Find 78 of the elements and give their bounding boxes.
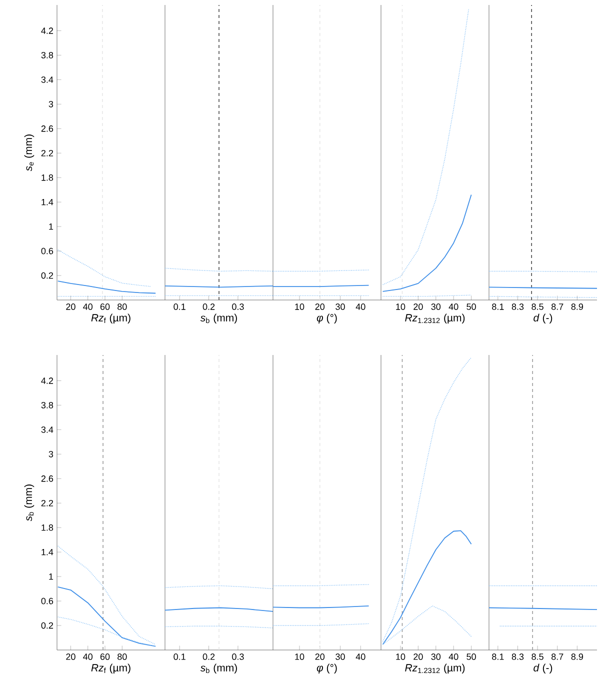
x-tick-label: 20: [66, 654, 76, 660]
y-tick-label: 1: [49, 223, 54, 230]
y-tick-label: 3.8: [41, 402, 54, 408]
x-tick-label: 40: [448, 304, 458, 310]
x-tick-label: 30: [431, 304, 441, 310]
y-tick-label: 0.6: [41, 248, 54, 254]
x-tick-label: 60: [100, 654, 110, 660]
x-axis-title: Rz$_{1.2312}$ (µm): [405, 314, 465, 324]
x-tick-label: 0.1: [174, 304, 186, 310]
x-tick-label: 10: [295, 304, 304, 310]
x-axis-title: s$_{b}$ (mm): [200, 314, 237, 324]
y-axis-title: s$_{b}$ (mm): [24, 484, 34, 522]
x-tick-label: 8.7: [552, 304, 564, 310]
x-tick-label: 30: [336, 654, 345, 660]
x-tick-label: 50: [466, 304, 476, 310]
x-tick-label: 40: [448, 654, 458, 660]
x-tick-label: 10: [295, 654, 304, 660]
y-tick-label: 2.6: [41, 125, 54, 132]
x-axis-title: Rz$_{1.2312}$ (µm): [405, 664, 465, 674]
x-tick-label: 20: [66, 304, 76, 310]
y-tick-label: 0.2: [41, 272, 54, 279]
x-axis-title: d (-): [534, 664, 552, 674]
x-tick-label: 20: [315, 654, 325, 660]
y-tick-label: 1.8: [42, 524, 54, 531]
y-tick-label: 3: [48, 100, 54, 108]
x-tick-label: 60: [100, 304, 110, 310]
x-tick-label: 40: [83, 304, 93, 310]
x-axis-title: Rz$_{f}$ (µm): [91, 314, 130, 324]
x-tick-label: 20: [315, 304, 325, 310]
x-tick-label: 30: [431, 654, 441, 660]
x-tick-label: 0.2: [202, 654, 215, 660]
x-tick-label: 0.2: [202, 304, 215, 310]
x-tick-label: 50: [466, 654, 476, 660]
y-tick-label: 1.8: [42, 174, 54, 181]
y-tick-label: 4.2: [41, 378, 54, 384]
x-tick-label: 80: [118, 304, 127, 310]
x-tick-label: 0.1: [174, 654, 186, 660]
y-tick-label: 1.4: [42, 198, 54, 206]
y-axis-title: s$_{e}$ (mm): [24, 134, 34, 172]
y-tick-label: 0.6: [41, 598, 54, 604]
y-tick-label: 1.4: [42, 548, 54, 556]
x-tick-label: 8.3: [512, 304, 524, 310]
x-tick-label: 30: [336, 304, 345, 310]
x-axis-title: Rz$_{f}$ (µm): [91, 664, 130, 674]
y-tick-label: 1: [49, 573, 54, 580]
x-tick-label: 8.5: [532, 304, 544, 310]
y-tick-label: 3.4: [41, 426, 54, 433]
x-axis-title: d (-): [534, 314, 552, 324]
x-tick-label: 40: [356, 304, 366, 310]
x-tick-label: 10: [396, 304, 406, 310]
x-tick-label: 10: [396, 654, 406, 660]
line-series: [57, 280, 156, 294]
x-tick-label: 20: [414, 304, 423, 310]
y-tick-label: 2.2: [41, 500, 54, 506]
x-axis-title: s$_{b}$ (mm): [200, 664, 237, 674]
x-axis-title: φ (°): [316, 664, 337, 674]
x-tick-label: 40: [356, 654, 366, 660]
x-tick-label: 0.3: [232, 304, 244, 310]
y-tick-label: 4.2: [41, 28, 54, 34]
y-tick-label: 3.8: [41, 52, 54, 58]
y-tick-label: 3.4: [41, 76, 54, 83]
y-tick-label: 3: [48, 450, 54, 458]
x-tick-label: 8.1: [492, 654, 504, 660]
x-tick-label: 40: [83, 654, 93, 660]
x-tick-label: 8.7: [552, 654, 564, 660]
x-tick-label: 8.9: [571, 304, 584, 310]
x-axis-title: φ (°): [316, 314, 337, 324]
x-tick-label: 0.3: [232, 654, 244, 660]
x-tick-label: 80: [118, 654, 127, 660]
y-tick-label: 0.2: [41, 622, 54, 629]
line-series: [58, 249, 152, 287]
x-tick-label: 8.1: [492, 304, 504, 310]
y-tick-label: 2.2: [41, 150, 54, 156]
x-tick-label: 8.3: [512, 654, 524, 660]
x-tick-label: 20: [414, 654, 423, 660]
y-tick-label: 2.6: [41, 475, 54, 482]
x-tick-label: 8.5: [532, 654, 544, 660]
x-tick-label: 8.9: [571, 654, 584, 660]
